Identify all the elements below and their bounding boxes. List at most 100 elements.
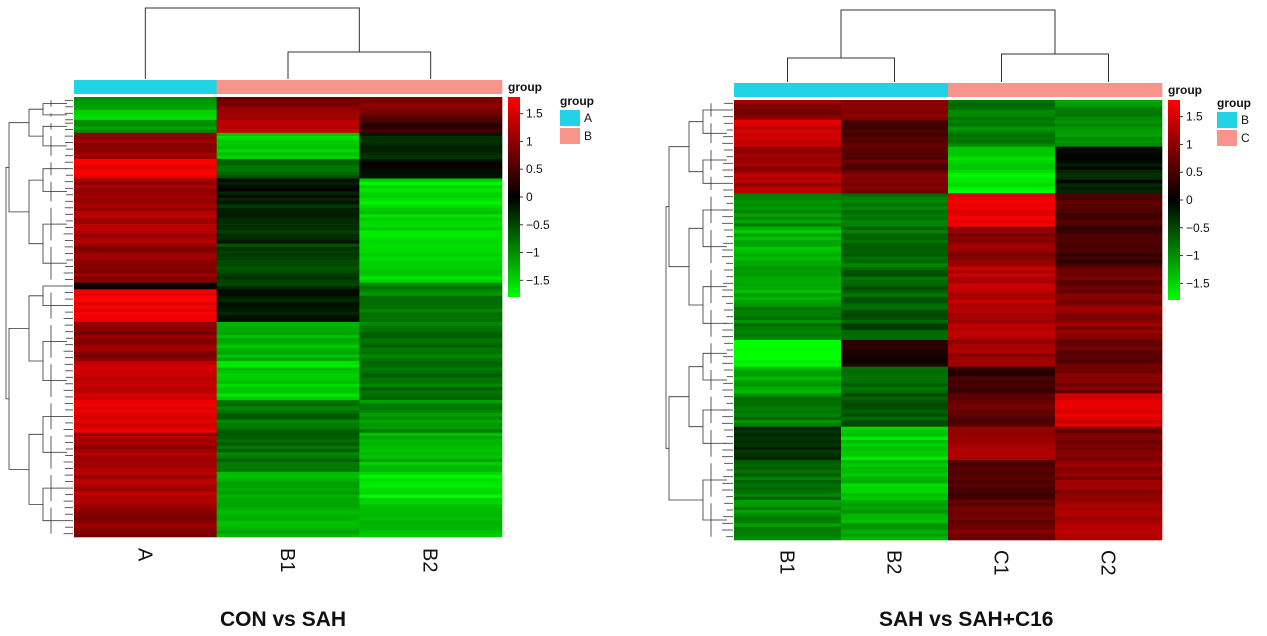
heatmap-cell — [948, 490, 1056, 494]
heatmap-cell — [734, 370, 842, 374]
heatmap-cell — [216, 116, 360, 121]
heatmap-cell — [734, 436, 842, 441]
heatmap-cell — [734, 273, 842, 277]
heatmap-cell — [359, 315, 503, 319]
heatmap-cell — [734, 336, 842, 341]
heatmap-cell — [734, 533, 842, 537]
heatmap-cell — [734, 256, 842, 261]
heatmap-cell — [216, 419, 360, 424]
heatmap-cell — [948, 466, 1056, 471]
heatmap-cell — [74, 462, 217, 466]
heatmap-cell — [216, 217, 360, 222]
heatmap-cell — [216, 158, 360, 163]
heatmap-cell — [359, 165, 503, 169]
heatmap-cell — [1055, 463, 1163, 467]
heatmap-cell — [734, 486, 842, 491]
heatmap-cell — [74, 259, 217, 264]
heatmap-cell — [948, 396, 1056, 401]
heatmap-cell — [1055, 150, 1163, 154]
heatmap-cell — [216, 514, 360, 518]
heatmap-cell — [841, 313, 949, 317]
heatmap-cell — [216, 387, 360, 391]
heatmap-cell — [1055, 196, 1163, 201]
heatmap-cell — [359, 292, 503, 297]
heatmap-cell — [216, 171, 360, 176]
heatmap-cell — [216, 481, 360, 486]
group-annotation-b — [359, 80, 503, 94]
heatmap-cell — [1055, 396, 1163, 401]
heatmap-cell — [841, 130, 949, 134]
heatmap-cell — [74, 217, 217, 222]
heatmap-cell — [359, 295, 503, 300]
heatmap-cell — [841, 186, 949, 191]
heatmap-cell — [74, 178, 217, 183]
heatmap-cell — [841, 426, 949, 431]
heatmap-cell — [734, 160, 842, 164]
heatmap-cell — [74, 214, 217, 218]
heatmap-cell — [948, 230, 1056, 234]
heatmap-cell — [841, 336, 949, 341]
heatmap-cell — [74, 361, 217, 365]
heatmap-cell — [948, 526, 1056, 531]
heatmap-cell — [948, 483, 1056, 487]
heatmap-cell — [734, 450, 842, 454]
heatmap-cell — [1055, 416, 1163, 421]
heatmap-cell — [841, 383, 949, 387]
heatmap-cell — [1055, 146, 1163, 151]
heatmap-cell — [948, 200, 1056, 204]
heatmap-cell — [841, 200, 949, 204]
heatmap-cell — [216, 149, 360, 153]
heatmap-cell — [948, 103, 1056, 107]
heatmap-cell — [734, 246, 842, 251]
heatmap-cell — [216, 491, 360, 495]
heatmap-cell — [734, 173, 842, 177]
heatmap-cell — [359, 220, 503, 225]
heatmap-cell — [734, 503, 842, 507]
heatmap-cell — [216, 344, 360, 349]
heatmap-cell — [74, 139, 217, 143]
heatmap-cell — [216, 413, 360, 417]
heatmap-cell — [359, 312, 503, 316]
heatmap-cell — [841, 263, 949, 267]
heatmap-cell — [216, 132, 360, 137]
heatmap-cell — [359, 517, 503, 521]
heatmap-cell — [841, 160, 949, 164]
heatmap-cell — [74, 246, 217, 251]
heatmap-cell — [841, 230, 949, 234]
dendrogram-branch — [144, 7, 360, 79]
heatmap-cell — [216, 273, 360, 277]
heatmap-cell — [216, 523, 360, 528]
heatmap-cell — [948, 233, 1056, 237]
heatmap-cell — [948, 250, 1056, 254]
dendrogram-branch — [42, 341, 51, 381]
heatmap-cell — [734, 430, 842, 434]
heatmap-cell — [359, 452, 503, 456]
heatmap-cell — [1055, 426, 1163, 431]
heatmap-cell — [359, 390, 503, 394]
heatmap-cell — [359, 299, 503, 303]
color-scale-tick-label: 0 — [1186, 193, 1193, 207]
dendrogram-branch — [688, 366, 703, 428]
heatmap-cell — [359, 286, 503, 290]
heatmap-cell — [359, 409, 503, 414]
column-dendrogram — [144, 7, 432, 79]
heatmap-cell — [359, 377, 503, 381]
heatmap-cell — [1055, 140, 1163, 144]
heatmap-cell — [359, 276, 503, 280]
heatmap-cell — [734, 440, 842, 444]
heatmap-cell — [359, 211, 503, 215]
heatmap-cell — [74, 501, 217, 505]
heatmap-cell — [734, 123, 842, 127]
heatmap-cell — [74, 435, 217, 440]
heatmap-cell — [841, 276, 949, 281]
heatmap-cell — [734, 203, 842, 207]
heatmap-cell — [841, 330, 949, 334]
heatmap-cell — [74, 321, 217, 326]
heatmap-cell — [948, 326, 1056, 331]
heatmap-cell — [359, 357, 503, 362]
heatmap-cell — [359, 113, 503, 117]
heatmap-cell — [948, 316, 1056, 321]
group-annotation-b — [734, 83, 842, 97]
heatmap-cell — [734, 276, 842, 281]
heatmap-cell — [734, 393, 842, 397]
